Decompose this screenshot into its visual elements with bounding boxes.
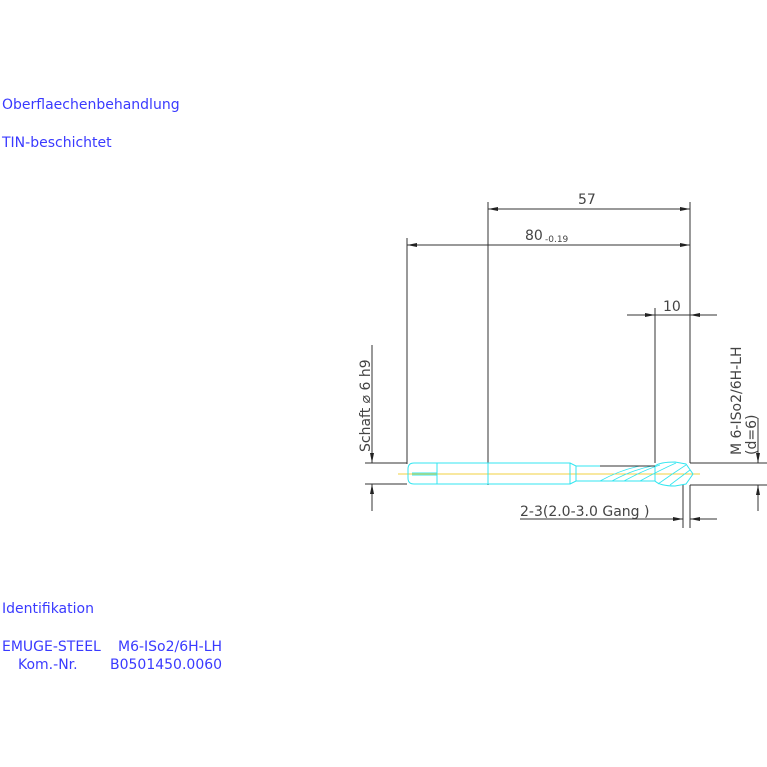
thread-d-label: (d=6) [744, 415, 760, 455]
product-designation: M6-ISo2/6H-LH [118, 639, 222, 655]
dimension-10-label: 10 [663, 299, 681, 315]
chamfer-label: 2-3(2.0-3.0 Gang ) [520, 504, 649, 520]
tap-tool [398, 461, 700, 487]
thread-label: M 6-ISo2/6H-LH [729, 346, 745, 455]
dimension-10: 10 [627, 299, 717, 317]
dimension-80-tolerance: -0.19 [545, 235, 569, 245]
kom-value: B0501450.0060 [110, 657, 222, 673]
dimension-shank: Schaft ⌀ 6 h9 [358, 345, 374, 511]
surface-heading: Oberflaechenbehandlung [2, 97, 180, 113]
identification-heading: Identifikation [2, 601, 94, 617]
kom-label: Kom.-Nr. [18, 657, 78, 673]
extension-lines [365, 202, 767, 528]
dimension-80: 80 -0.19 [407, 228, 690, 247]
dimension-chamfer: 2-3(2.0-3.0 Gang ) [520, 504, 717, 521]
dimension-57: 57 [488, 192, 690, 211]
shank-label: Schaft ⌀ 6 h9 [358, 359, 374, 452]
dimension-80-label: 80 [525, 228, 543, 244]
surface-value: TIN-beschichtet [1, 135, 112, 151]
dimension-57-label: 57 [578, 192, 596, 208]
dimension-thread: M 6-ISo2/6H-LH (d=6) [729, 346, 760, 511]
product-name: EMUGE-STEEL [2, 639, 101, 655]
